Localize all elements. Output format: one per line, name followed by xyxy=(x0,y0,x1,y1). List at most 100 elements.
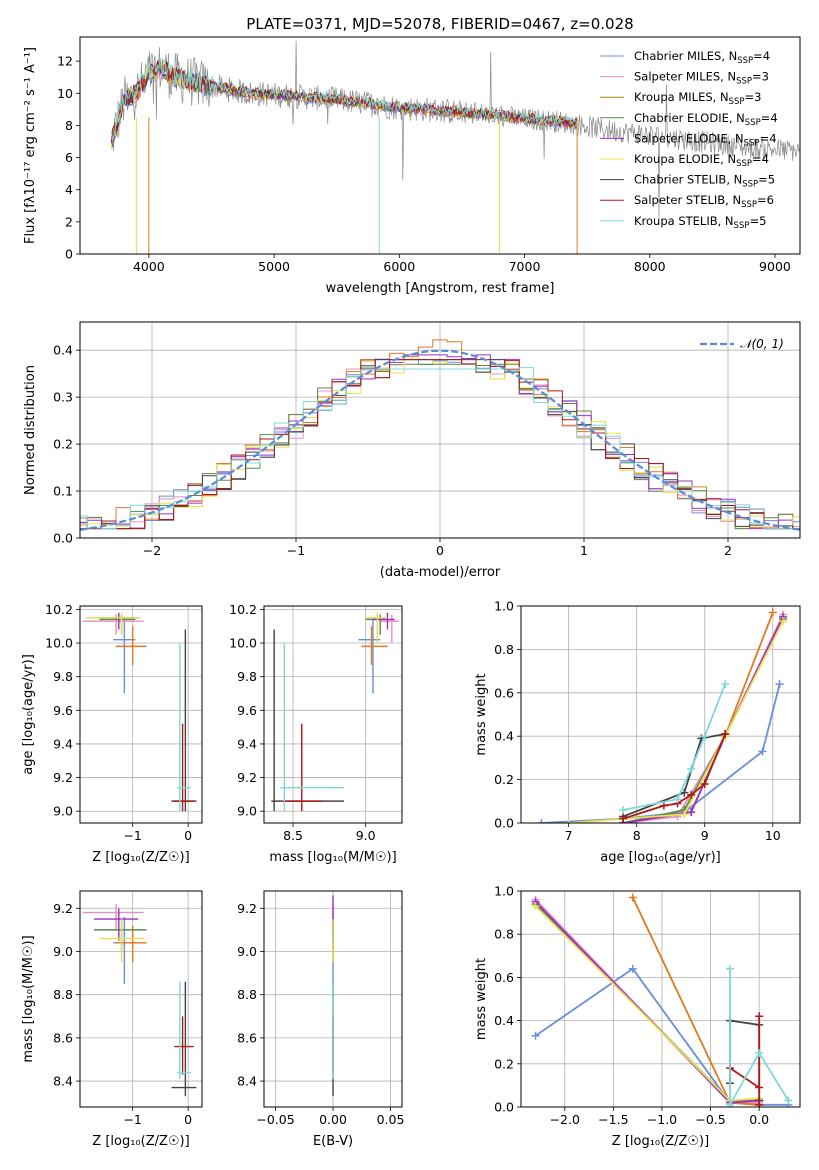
weight-series-line-9 xyxy=(622,683,726,811)
spectrum-xtick-label: 9000 xyxy=(759,259,791,274)
mass_weight_vs_Z-ytick-label: 0.8 xyxy=(494,927,514,942)
age_vs_mass-ytick-label: 9.2 xyxy=(237,770,257,785)
mass_vs_EBV-ytick-label: 8.6 xyxy=(237,1030,257,1045)
legend-label-sub: SSP xyxy=(736,77,752,87)
cumulative_mass_weight_vs_age-ytick-label: 1.0 xyxy=(494,599,514,614)
cumulative_mass_weight_vs_age-xlabel: age [log₁₀(age/yr)] xyxy=(600,850,721,865)
mass_weight_vs_Z-xtick-label: −2.0 xyxy=(550,1112,580,1127)
cumulative_mass_weight_vs_age-ytick-label: 0.0 xyxy=(494,816,514,831)
legend-label-sub: SSP xyxy=(742,180,758,190)
residuals-ytick-label: 0.3 xyxy=(53,390,73,405)
spectrum-ytick-label: 8 xyxy=(65,118,73,133)
weight-point-marker xyxy=(755,1012,764,1021)
spectrum-ytick-label: 10 xyxy=(57,86,73,101)
legend-label-sub: SSP xyxy=(745,118,761,128)
spectrum-ytick-label: 0 xyxy=(65,247,73,262)
age_vs_mass-ytick-label: 9.6 xyxy=(237,703,257,718)
weight-point-marker xyxy=(775,680,784,689)
mass_weight_vs_Z-xtick-label: −0.5 xyxy=(695,1112,725,1127)
mass_vs_EBV-xlabel: E(B-V) xyxy=(313,1134,353,1149)
cumulative_mass_weight_vs_age-ytick-label: 0.2 xyxy=(494,772,514,787)
legend-label-sub: SSP xyxy=(734,221,750,231)
age_vs_Z-ytick-label: 9.6 xyxy=(53,703,73,718)
model-spectrum-line-9 xyxy=(110,57,578,140)
mass_weight_vs_Z-frame xyxy=(520,890,801,1108)
residuals-ytick-label: 0.2 xyxy=(53,437,73,452)
residuals-xtick-label: −2 xyxy=(143,543,161,558)
legend-label-suffix: =4 xyxy=(760,131,777,145)
legend-label-main: Salpeter ELODIE, N xyxy=(634,131,744,145)
residuals-xtick-label: 0 xyxy=(436,543,444,558)
weight-point-marker xyxy=(673,795,682,804)
residuals-xlabel: (data-model)/error xyxy=(380,565,501,580)
weight-point-marker xyxy=(778,617,787,626)
legend-label-suffix: =3 xyxy=(744,90,761,104)
weight-point-marker xyxy=(700,779,709,788)
panels-group: 4000 5000 6000 7000 8000 9000024681012wavelen… xyxy=(21,36,801,1149)
mass_vs_EBV-ytick-label: 8.8 xyxy=(237,987,257,1002)
weight-point-marker xyxy=(768,608,777,617)
spectrum-xtick-label: 5000 xyxy=(258,259,290,274)
mass_weight_vs_Z-plot-area xyxy=(531,893,793,1107)
legend-entry: Chabrier MILES, NSSP=4 xyxy=(634,49,770,66)
legend-label-suffix: =4 xyxy=(761,111,778,125)
weight-point-marker xyxy=(680,810,689,819)
age_vs_Z-xtick-label: −1 xyxy=(123,828,141,843)
cumulative_mass_weight_vs_age-ytick-label: 0.4 xyxy=(494,729,514,744)
mass_weight_vs_Z-xtick-label: −1.5 xyxy=(598,1112,628,1127)
spectrum-xtick-label: 4000 xyxy=(133,259,165,274)
legend-entry: Chabrier STELIB, NSSP=5 xyxy=(634,173,775,190)
cumulative_mass_weight_vs_age-xtick-label: 8 xyxy=(633,828,641,843)
mass_weight_vs_Z-ytick-label: 0.2 xyxy=(494,1056,514,1071)
mass_weight_vs_Z-panel: −2.0 −1.5 −1.0 −0.5 0.0 0.0 0.2 0.4 0.6 0.8 1.0 Z [… xyxy=(474,884,801,1149)
spectrum-ytick-label: 2 xyxy=(65,214,73,229)
spectrum-panel: 4000 5000 6000 7000 8000 9000 0 2 4 6 8 10 12 wavelen… xyxy=(23,36,801,296)
mass_vs_Z-ytick-label: 9.2 xyxy=(53,901,73,916)
mass_weight_vs_Z-ytick-label: 0.4 xyxy=(494,1013,514,1028)
spectrum-xtick-label: 7000 xyxy=(509,259,541,274)
mass_vs_Z-ytick-label: 8.6 xyxy=(53,1030,73,1045)
mass_vs_Z-ylabel: mass [log₁₀(M/M☉)] xyxy=(21,935,36,1062)
residuals-xtick-label: 1 xyxy=(580,543,588,558)
mass_weight_vs_Z-xtick-label: −1.0 xyxy=(647,1112,677,1127)
legend-entry: Kroupa MILES, NSSP=3 xyxy=(634,90,761,107)
histogram-series-9 xyxy=(80,367,800,530)
weight-point-marker xyxy=(755,1083,764,1092)
legend-label-main: Salpeter STELIB, N xyxy=(634,193,741,207)
weight-point-marker xyxy=(531,902,540,911)
weight-point-marker xyxy=(564,819,573,823)
legend-label-main: Kroupa STELIB, N xyxy=(634,214,734,228)
legend-label-suffix: =5 xyxy=(758,173,775,187)
legend-label-main: Chabrier ELODIE, N xyxy=(634,111,745,125)
weight-point-marker xyxy=(619,814,628,823)
legend-label-suffix: =3 xyxy=(752,70,769,84)
age_vs_mass-ytick-label: 10.2 xyxy=(229,602,257,617)
cumulative_mass_weight_vs_age-ytick-label: 0.6 xyxy=(494,685,514,700)
weight-point-marker xyxy=(628,964,637,973)
residuals-xtick-label: 2 xyxy=(724,543,732,558)
weight-point-marker xyxy=(726,964,735,973)
mass_vs_EBV-ytick-label: 8.4 xyxy=(237,1074,257,1089)
mass_weight_vs_Z-ytick-label: 0.6 xyxy=(494,970,514,985)
mass_vs_Z-xtick-label: 0 xyxy=(184,1112,192,1127)
weight-point-marker xyxy=(659,801,668,810)
legend-entry: Salpeter STELIB, NSSP=6 xyxy=(634,193,774,210)
model-spectrum-line-8 xyxy=(110,57,578,144)
weight-point-marker xyxy=(758,747,767,756)
mass_vs_Z-xtick-label: −1 xyxy=(123,1112,141,1127)
cumulative_mass_weight_vs_age-xtick-label: 9 xyxy=(701,828,709,843)
mass_weight_vs_Z-ylabel: mass weight xyxy=(474,958,489,1040)
cumulative_mass_weight_vs_age-panel: 7 8 9 10 0.0 0.2 0.4 0.6 0.8 1.0 age [log₁₀(age/yr… xyxy=(474,599,801,865)
age_vs_Z-ytick-label: 9.4 xyxy=(53,736,73,751)
age_vs_mass-xlabel: mass [log₁₀(M/M☉)] xyxy=(269,850,396,865)
legend-entry: Chabrier ELODIE, NSSP=4 xyxy=(634,111,778,128)
mass_vs_Z-frame xyxy=(79,890,203,1108)
legend-label-sub: SSP xyxy=(737,56,753,66)
mass_vs_Z-ytick-label: 8.4 xyxy=(53,1074,73,1089)
residuals-panel: −2 −1 0 1 2 0.0 0.1 0.2 0.3 0.4 (data-model)/error… xyxy=(23,321,801,580)
residuals-ylabel: Normed distribution xyxy=(23,365,38,495)
weight-point-marker xyxy=(687,790,696,799)
age_vs_mass-plot-area xyxy=(271,612,400,812)
mass_vs_EBV-panel: −0.05 0.00 0.05 8.4 8.6 8.8 9.0 9.2 E(B-V) xyxy=(237,890,404,1149)
weight-point-marker xyxy=(619,805,628,814)
